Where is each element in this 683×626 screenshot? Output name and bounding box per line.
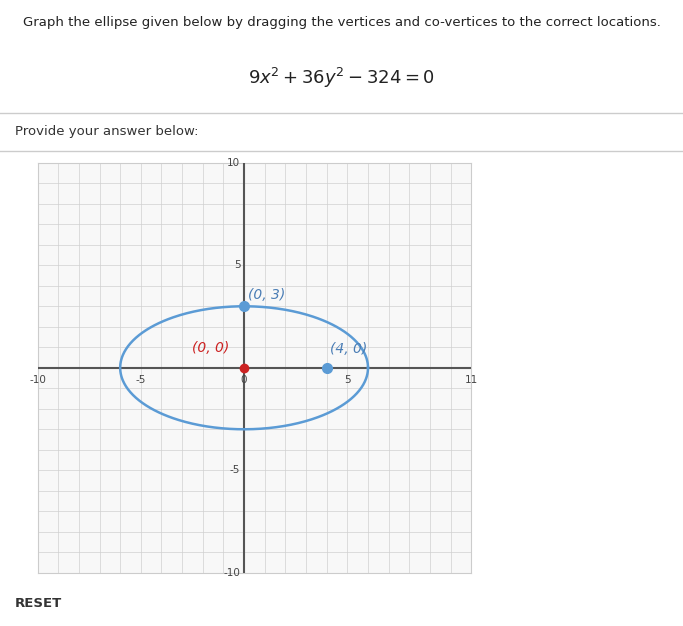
Text: RESET: RESET [15,597,62,610]
Text: 5: 5 [344,375,350,385]
Text: (0, 3): (0, 3) [248,288,285,302]
Text: (4, 0): (4, 0) [330,342,367,356]
Text: $9x^2 + 36y^2 - 324 = 0$: $9x^2 + 36y^2 - 324 = 0$ [248,66,435,90]
Text: (0, 0): (0, 0) [193,341,229,356]
Text: 10: 10 [227,158,240,168]
Text: -10: -10 [223,568,240,578]
Text: Graph the ellipse given below by dragging the vertices and co-vertices to the co: Graph the ellipse given below by draggin… [23,16,660,29]
Text: -5: -5 [136,375,146,385]
Text: Provide your answer below:: Provide your answer below: [15,125,199,138]
Text: -10: -10 [29,375,46,385]
Text: 0: 0 [241,375,247,385]
Text: 5: 5 [234,260,240,270]
Text: -5: -5 [230,465,240,475]
Text: 11: 11 [464,375,478,385]
